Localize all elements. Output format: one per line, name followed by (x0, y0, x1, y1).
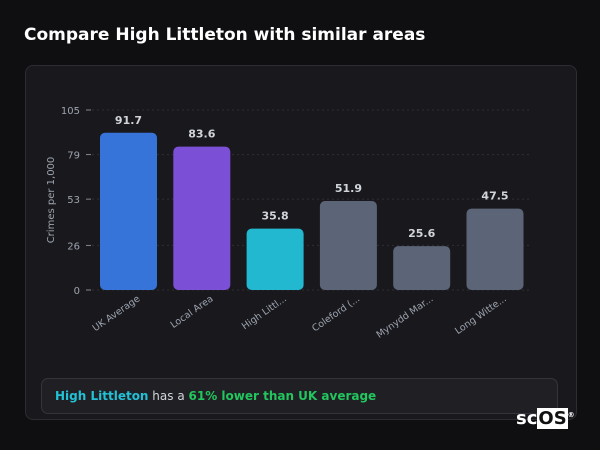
data-label: 25.6 (408, 227, 435, 240)
y-tick-label: 105 (61, 106, 80, 117)
y-tick-label: 53 (67, 195, 80, 206)
bar (100, 132, 157, 290)
y-axis-label: Crimes per 1,000 (46, 157, 57, 244)
summary-text: has a (148, 389, 189, 403)
bar (393, 246, 451, 290)
bar (466, 208, 524, 290)
data-label: 91.7 (115, 114, 142, 127)
y-tick-label: 79 (67, 151, 80, 162)
x-tick-label: Coleford (... (310, 293, 362, 334)
x-tick-label: Long Witte... (453, 293, 509, 337)
data-label: 83.6 (188, 128, 215, 141)
data-label: 51.9 (335, 182, 362, 195)
summary-banner: High Littleton has a 61% lower than UK a… (41, 378, 558, 414)
bar (246, 228, 304, 290)
x-tick-label: Mynydd Mar... (375, 293, 436, 340)
data-label: 35.8 (262, 210, 289, 223)
bar (319, 201, 377, 290)
x-tick-label: High Littl... (240, 293, 289, 332)
x-tick-label: Local Area (169, 293, 216, 330)
summary-area: High Littleton (55, 389, 149, 403)
scos-logo: scOS® (516, 408, 575, 429)
summary-highlight: 61% lower than UK average (188, 389, 377, 403)
bar (173, 146, 231, 290)
y-tick-label: 0 (74, 286, 80, 297)
x-tick-label: UK Average (91, 293, 143, 334)
y-tick-label: 26 (67, 241, 80, 252)
page-title: Compare High Littleton with similar area… (24, 25, 426, 45)
data-label: 47.5 (481, 190, 508, 203)
